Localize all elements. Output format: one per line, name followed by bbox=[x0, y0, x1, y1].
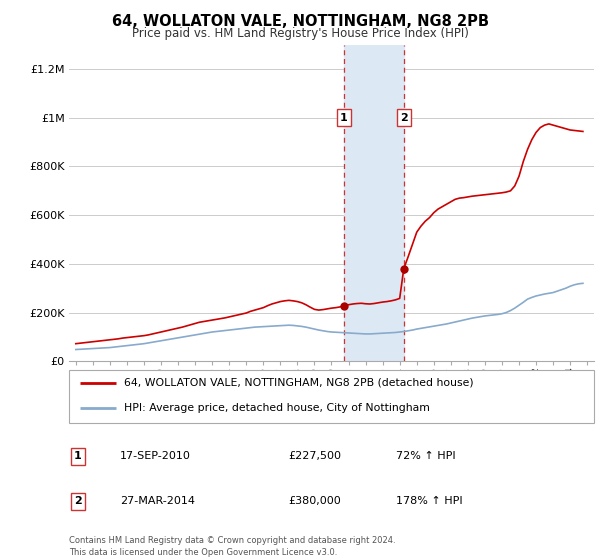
Text: 1: 1 bbox=[74, 451, 82, 461]
Bar bbox=[344, 45, 404, 361]
Text: 72% ↑ HPI: 72% ↑ HPI bbox=[396, 451, 455, 461]
Text: HPI: Average price, detached house, City of Nottingham: HPI: Average price, detached house, City… bbox=[124, 403, 430, 413]
Text: 64, WOLLATON VALE, NOTTINGHAM, NG8 2PB: 64, WOLLATON VALE, NOTTINGHAM, NG8 2PB bbox=[112, 14, 488, 29]
FancyBboxPatch shape bbox=[69, 370, 594, 423]
Text: 178% ↑ HPI: 178% ↑ HPI bbox=[396, 496, 463, 506]
Text: 64, WOLLATON VALE, NOTTINGHAM, NG8 2PB (detached house): 64, WOLLATON VALE, NOTTINGHAM, NG8 2PB (… bbox=[124, 378, 474, 388]
Text: 1: 1 bbox=[340, 113, 347, 123]
Text: £380,000: £380,000 bbox=[288, 496, 341, 506]
Text: £227,500: £227,500 bbox=[288, 451, 341, 461]
Text: 2: 2 bbox=[400, 113, 407, 123]
Text: Contains HM Land Registry data © Crown copyright and database right 2024.
This d: Contains HM Land Registry data © Crown c… bbox=[69, 536, 395, 557]
Text: 2: 2 bbox=[74, 496, 82, 506]
Text: 27-MAR-2014: 27-MAR-2014 bbox=[120, 496, 195, 506]
Text: Price paid vs. HM Land Registry's House Price Index (HPI): Price paid vs. HM Land Registry's House … bbox=[131, 27, 469, 40]
Text: 17-SEP-2010: 17-SEP-2010 bbox=[120, 451, 191, 461]
